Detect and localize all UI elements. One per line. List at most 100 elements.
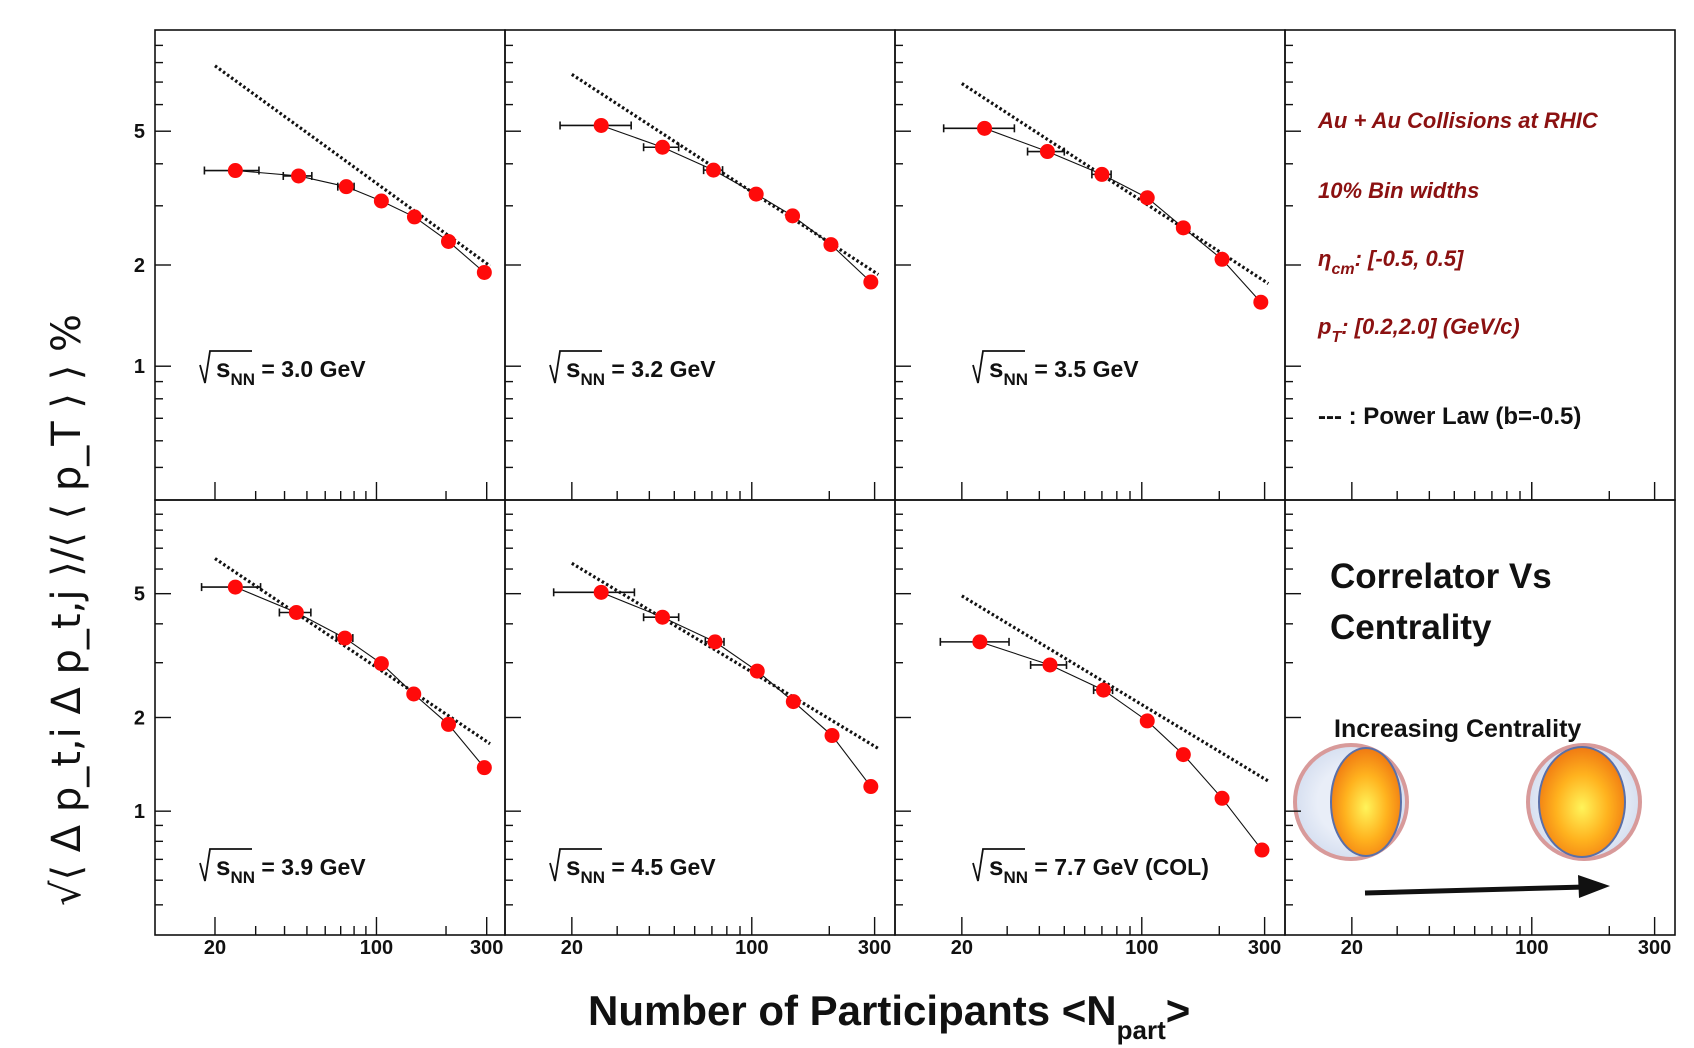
data-point <box>227 163 243 179</box>
legend-pt-sub: T <box>1331 329 1342 346</box>
energy-label-root: s <box>989 851 1003 881</box>
legend-eta-sub: cm <box>1331 261 1354 278</box>
x-tick-label: 20 <box>204 937 226 959</box>
power-law-fit-line <box>214 64 491 268</box>
data-point <box>373 656 389 672</box>
x-tick-label: 300 <box>1248 937 1281 959</box>
series-connect-line <box>235 586 485 768</box>
data-point <box>785 208 801 224</box>
x-tick-label: 300 <box>858 937 891 959</box>
series-panel-6: sNN = 7.7 GeV (COL) <box>939 594 1270 887</box>
data-point <box>972 634 988 650</box>
radical-sign <box>199 350 252 384</box>
data-point <box>748 186 764 202</box>
series-panel-5: sNN = 4.5 GeV <box>549 561 880 887</box>
data-point <box>1042 657 1058 673</box>
data-point <box>655 609 671 625</box>
power-law-fit-line <box>960 82 1270 285</box>
y-tick-label: 5 <box>134 584 145 606</box>
data-point <box>1253 294 1269 310</box>
data-point <box>824 728 840 744</box>
cartoon-title-line1: Correlator Vs <box>1330 557 1552 596</box>
data-point <box>227 579 243 595</box>
legend-eta-symbol: η <box>1318 246 1331 271</box>
data-point <box>823 237 839 253</box>
x-axis-label-main: Number of Participants <N <box>588 987 1117 1034</box>
energy-label: sNN = 3.9 GeV <box>216 851 366 887</box>
panel-r1-c3 <box>1284 499 1676 936</box>
data-point <box>655 139 671 155</box>
data-point <box>406 209 422 225</box>
series-panel-1: sNN = 3.0 GeV <box>199 64 492 389</box>
data-point <box>863 779 879 795</box>
energy-label-value: = 4.5 GeV <box>605 854 716 880</box>
series-connect-line <box>979 641 1263 851</box>
series-panel-4: sNN = 3.9 GeV <box>199 557 492 887</box>
data-point <box>593 117 609 133</box>
x-tick-label: 300 <box>470 937 503 959</box>
data-point <box>441 233 457 249</box>
legend-line-eta: ηcm: [-0.5, 0.5] <box>1318 246 1464 278</box>
radical-sign <box>549 350 602 384</box>
legend-pt-rest: : [0.2,2.0] (GeV/c) <box>1341 314 1520 339</box>
panel-frame <box>504 29 896 501</box>
energy-label-root: s <box>566 851 580 881</box>
series-connect-line <box>600 124 872 283</box>
legend-line-pt: pT: [0.2,2.0] (GeV/c) <box>1317 314 1520 346</box>
power-law-fit-line <box>571 561 880 750</box>
x-axis-label-end: > <box>1166 987 1191 1034</box>
y-axis-label-group: √⟨ Δ p_t,i Δ p_t,j ⟩/⟨ ⟨ p_T ⟩ ⟩ % <box>44 314 90 906</box>
legend-eta-rest: : [-0.5, 0.5] <box>1355 246 1464 271</box>
series-connect-line <box>235 169 485 273</box>
data-point <box>1039 144 1055 160</box>
series-connect-line <box>984 127 1262 303</box>
energy-label-value: = 3.0 GeV <box>255 356 366 382</box>
data-point <box>749 663 765 679</box>
panel-r0-c0 <box>154 29 506 501</box>
data-point <box>337 630 353 646</box>
energy-label: sNN = 7.7 GeV (COL) <box>989 851 1209 887</box>
x-tick-label: 100 <box>1515 937 1548 959</box>
data-point <box>476 264 492 280</box>
data-point <box>593 584 609 600</box>
panel-r0-c1 <box>504 29 896 501</box>
series-panel-3: sNN = 3.5 GeV <box>942 82 1270 389</box>
energy-label-sub: NN <box>580 868 605 887</box>
x-axis-label-sub: part <box>1117 1015 1166 1045</box>
data-point <box>1254 842 1270 858</box>
energy-label-root: s <box>989 353 1003 383</box>
x-tick-label: 100 <box>735 937 768 959</box>
energy-label-root: s <box>216 851 230 881</box>
data-point <box>977 120 993 136</box>
energy-label-sub: NN <box>230 868 255 887</box>
energy-label-sub: NN <box>1003 868 1028 887</box>
data-point <box>441 716 457 732</box>
energy-label-sub: NN <box>580 370 605 389</box>
data-point <box>1139 713 1155 729</box>
radical-sign <box>972 350 1025 384</box>
y-tick-label: 2 <box>134 255 145 277</box>
energy-label-root: s <box>216 353 230 383</box>
radical-sign <box>972 848 1025 882</box>
panel-frame <box>154 29 506 501</box>
energy-label-value: = 3.9 GeV <box>255 854 366 880</box>
data-point <box>288 604 304 620</box>
y-tick-label: 5 <box>134 121 145 143</box>
legend-panel: Au + Au Collisions at RHIC 10% Bin width… <box>1317 108 1599 430</box>
centrality-cartoon: Correlator Vs Centrality Increasing Cent… <box>1293 557 1642 898</box>
data-point <box>1214 790 1230 806</box>
radical-sign <box>199 848 252 882</box>
y-tick-label: 2 <box>134 708 145 730</box>
x-tick-label: 20 <box>1341 937 1363 959</box>
data-point <box>785 694 801 710</box>
data-point <box>1214 251 1230 267</box>
x-tick-label: 100 <box>360 937 393 959</box>
data-point <box>863 274 879 290</box>
data-point <box>291 168 307 184</box>
series-connect-line <box>600 591 872 787</box>
data-point <box>1175 220 1191 236</box>
energy-label-value: = 3.5 GeV <box>1028 356 1139 382</box>
panel-r1-c1 <box>504 499 896 936</box>
energy-label-root: s <box>566 353 580 383</box>
